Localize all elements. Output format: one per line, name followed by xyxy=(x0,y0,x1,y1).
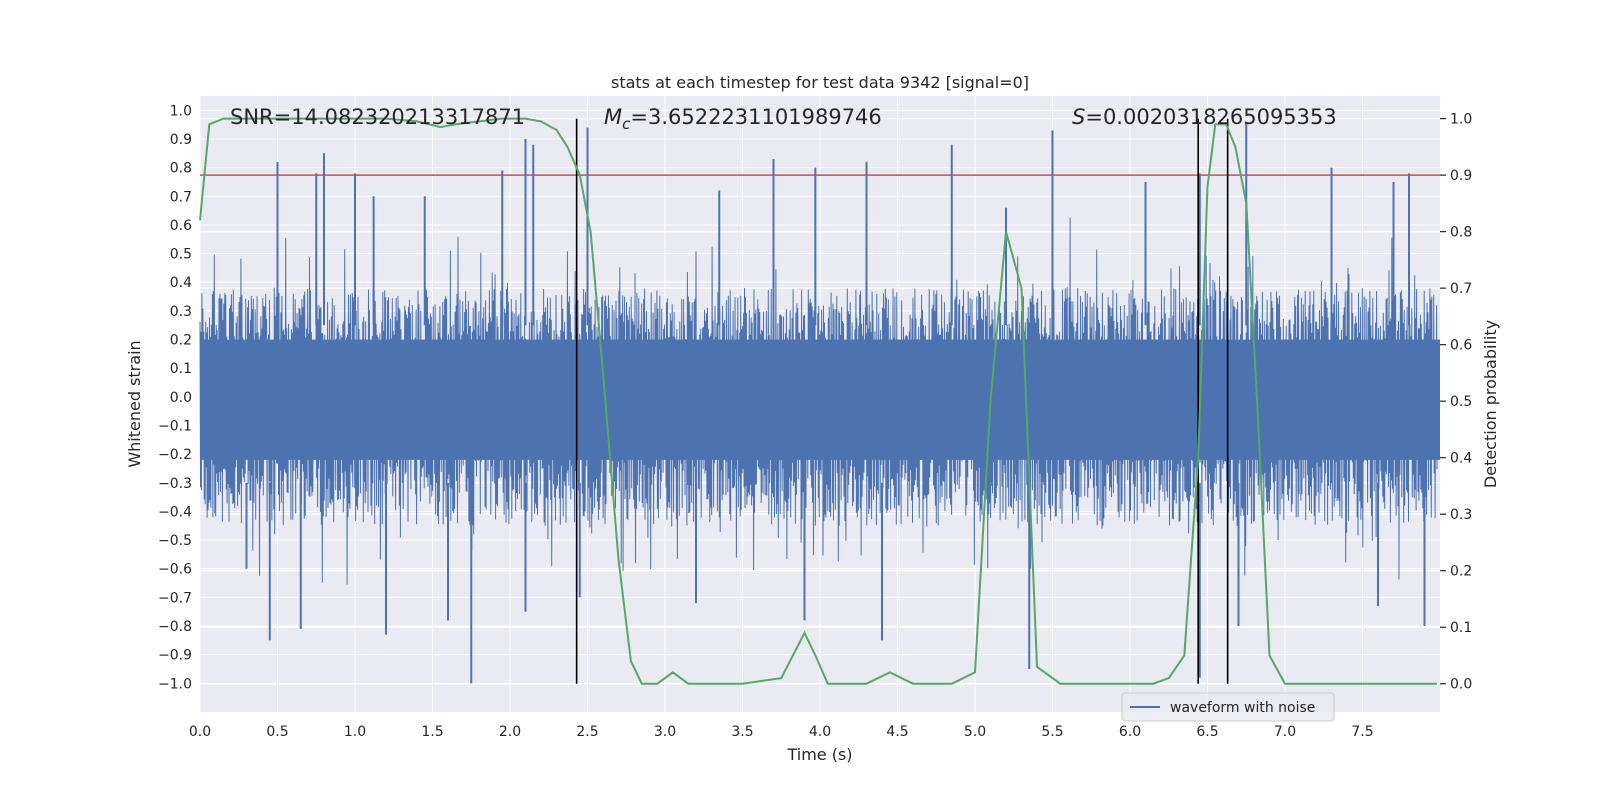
y-tick-label: 0.8 xyxy=(170,161,192,177)
y-tick-label: −0.9 xyxy=(158,648,192,664)
y-axis-label: Whitened strain xyxy=(125,340,144,467)
chirp-mass-subscript: c xyxy=(622,115,631,133)
legend-label: waveform with noise xyxy=(1170,700,1315,716)
x-tick-label: 5.0 xyxy=(964,724,986,740)
y-axis-ticks: 1.0 0.9 0.8 0.7 0.6 0.5 0.4 0.3 0.2 0.1 0.0 −0.1 −0.… xyxy=(158,103,192,692)
y2-tick-label: 0.2 xyxy=(1450,564,1472,580)
x-tick-label: 1.0 xyxy=(344,724,366,740)
y-tick-label: 0.2 xyxy=(170,333,192,349)
x-tick-label: 4.0 xyxy=(809,724,831,740)
y-tick-label: −0.6 xyxy=(158,562,192,578)
y-tick-label: −0.5 xyxy=(158,533,192,549)
y-tick-label: −0.1 xyxy=(158,418,192,434)
y2-tick-label: 0.9 xyxy=(1450,168,1472,184)
y2-axis-ticks: 1.0 0.9 0.8 0.7 0.6 0.5 0.4 0.3 0.2 0.1 0.0 xyxy=(1440,112,1472,693)
chirp-mass-annotation: Mc=3.6522231101989746 xyxy=(604,105,882,133)
y-tick-label: 0.3 xyxy=(170,304,192,320)
probability-line xyxy=(199,117,1437,685)
waveform-series xyxy=(199,121,1440,684)
x-tick-label: 0.5 xyxy=(266,724,288,740)
y2-tick-label: 0.4 xyxy=(1450,451,1472,467)
chart-title: stats at each timestep for test data 934… xyxy=(611,73,1029,92)
x-axis-label: Time (s) xyxy=(786,745,852,764)
y2-tick-label: 0.6 xyxy=(1450,338,1472,354)
y-tick-label: −1.0 xyxy=(158,676,192,692)
x-tick-label: 2.0 xyxy=(499,724,521,740)
y-tick-label: 0.6 xyxy=(170,218,192,234)
x-tick-label: 1.5 xyxy=(421,724,443,740)
y2-tick-label: 0.5 xyxy=(1450,394,1472,410)
y-tick-label: 1.0 xyxy=(170,103,192,119)
y2-tick-label: 0.7 xyxy=(1450,281,1472,297)
s-annotation: S=0.0020318265095353 xyxy=(1072,105,1337,129)
overlay-lines xyxy=(200,118,1440,684)
y2-tick-label: 0.1 xyxy=(1450,620,1472,636)
y-tick-label: 0.9 xyxy=(170,132,192,148)
legend: waveform with noise xyxy=(1121,692,1335,722)
y-tick-label: 0.7 xyxy=(170,189,192,205)
y2-axis-label: Detection probability xyxy=(1481,320,1500,488)
probability-series xyxy=(199,117,1437,685)
y-tick-label: −0.7 xyxy=(158,590,192,606)
y-tick-label: −0.4 xyxy=(158,504,192,520)
y2-tick-label: 0.8 xyxy=(1450,225,1472,241)
waveform-line xyxy=(199,217,1438,585)
y2-tick-label: 0.3 xyxy=(1450,507,1472,523)
x-tick-label: 6.0 xyxy=(1119,724,1141,740)
x-tick-label: 4.5 xyxy=(886,724,908,740)
x-tick-label: 5.5 xyxy=(1041,724,1063,740)
y-tick-label: −0.2 xyxy=(158,447,192,463)
x-tick-label: 3.5 xyxy=(731,724,753,740)
y-tick-label: 0.1 xyxy=(170,361,192,377)
x-tick-label: 7.5 xyxy=(1351,724,1373,740)
y-tick-label: 0.4 xyxy=(170,275,192,291)
y-tick-label: −0.3 xyxy=(158,476,192,492)
y-tick-label: 0.5 xyxy=(170,247,192,263)
x-tick-label: 3.0 xyxy=(654,724,676,740)
y2-tick-label: 0.0 xyxy=(1450,677,1472,693)
y-tick-label: −0.8 xyxy=(158,619,192,635)
x-tick-label: 6.5 xyxy=(1196,724,1218,740)
snr-annotation: SNR=14.082320213317871 xyxy=(230,105,525,129)
y-tick-label: 0.0 xyxy=(170,390,192,406)
x-tick-label: 2.5 xyxy=(576,724,598,740)
y2-tick-label: 1.0 xyxy=(1450,112,1472,128)
x-tick-label: 0.0 xyxy=(189,724,211,740)
chirp-mass-symbol: M xyxy=(604,105,622,129)
legend-box xyxy=(1121,692,1335,722)
s-symbol: S xyxy=(1072,105,1085,129)
x-tick-label: 7.0 xyxy=(1274,724,1296,740)
chirp-mass-value: =3.6522231101989746 xyxy=(630,105,881,129)
x-axis-ticks: 0.0 0.5 1.0 1.5 2.0 2.5 3.0 3.5 4.0 4.5 5.0 5.5 6.0 6… xyxy=(189,724,1374,740)
s-value: =0.0020318265095353 xyxy=(1085,105,1336,129)
